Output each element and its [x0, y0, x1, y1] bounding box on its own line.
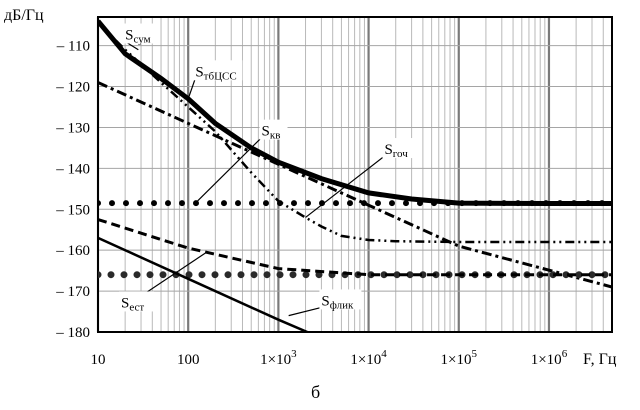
series-annotation: Sсум: [125, 28, 150, 46]
annotation-layer: Sсум SтбЦСС Sкв Sгоч Sест Sфлик: [119, 23, 418, 317]
y-axis-label: дБ/Гц: [4, 7, 44, 24]
y-tick-label: – 160: [55, 243, 90, 259]
series-annotation: Sест: [121, 295, 144, 313]
y-tick-label: – 170: [55, 284, 90, 300]
annotation-leader: [305, 155, 385, 218]
series-line: [98, 236, 311, 332]
x-tick-label: 1×105: [441, 348, 478, 368]
y-tick-label: – 130: [55, 120, 90, 136]
series-layer: [98, 19, 612, 332]
y-tick-label: – 150: [55, 202, 90, 218]
series-line: [98, 19, 612, 206]
series-line: [98, 81, 612, 289]
x-tick-labels: 10 100 1×103 1×104 1×105 1×106: [91, 348, 568, 368]
y-tick-label: – 140: [55, 161, 90, 177]
plot-frame: [97, 16, 613, 333]
annotation-bg: [382, 138, 418, 159]
x-tick-label: 1×103: [260, 348, 297, 368]
annotation-leader: [288, 306, 322, 317]
x-tick-label: 100: [177, 352, 200, 368]
annotation-bg: [319, 289, 362, 310]
annotation-bg: [259, 119, 288, 140]
annotation-bg: [123, 23, 159, 44]
y-tick-label: – 120: [55, 80, 90, 96]
series-annotation: Sгоч: [384, 142, 408, 160]
x-tick-label: 1×106: [531, 348, 568, 368]
series-annotation: Sкв: [262, 124, 281, 142]
y-tick-labels: – 110 – 120 – 130 – 140 – 150 – 160 – 170 – 180: [55, 39, 90, 341]
annotation-leader: [194, 137, 262, 204]
annotation-bg: [119, 291, 155, 312]
annotation-leader: [187, 78, 196, 100]
y-tick-label: – 110: [56, 39, 90, 55]
series-annotation: SтбЦСС: [195, 64, 236, 82]
annotation-bg: [193, 60, 243, 81]
x-tick-label: 1×104: [350, 348, 387, 368]
x-tick-label: 10: [91, 352, 106, 368]
series-line: [98, 218, 612, 277]
y-tick-label: – 180: [55, 325, 90, 341]
figure-caption: б: [311, 382, 320, 402]
x-axis-label: F, Гц: [583, 351, 617, 368]
series-annotation: Sфлик: [321, 293, 354, 311]
